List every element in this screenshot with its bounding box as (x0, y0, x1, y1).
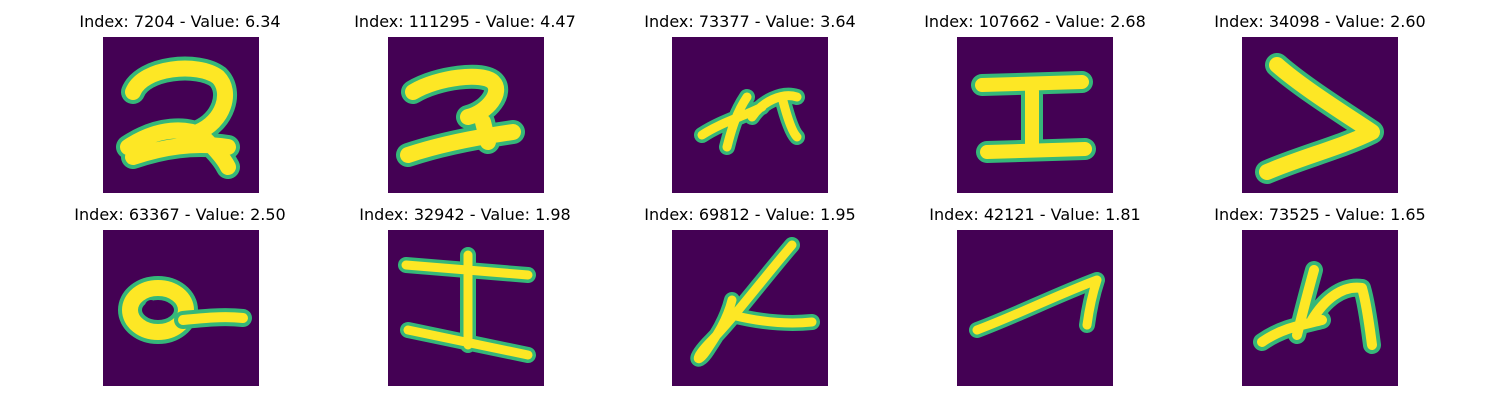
panel-title: Index: 73377 - Value: 3.64 (644, 12, 856, 31)
i-beam-glyph-image (957, 37, 1113, 193)
panel-title: Index: 34098 - Value: 2.60 (1214, 12, 1426, 31)
panel-title: Index: 63367 - Value: 2.50 (74, 205, 286, 224)
panel-title: Index: 111295 - Value: 4.47 (354, 12, 576, 31)
panel-title: Index: 73525 - Value: 1.65 (1214, 205, 1426, 224)
panel-title: Index: 69812 - Value: 1.95 (644, 205, 856, 224)
scribble-n-glyph-image (1242, 230, 1398, 386)
loop-k-glyph-image (672, 230, 828, 386)
panel-title: Index: 7204 - Value: 6.34 (79, 12, 281, 31)
greater-than-glyph-image (1242, 37, 1398, 193)
hook-2-glyph-image (388, 37, 544, 193)
loop-tail-glyph-image (103, 230, 259, 386)
panel-title: Index: 42121 - Value: 1.81 (929, 205, 1141, 224)
check-stroke-glyph-image (957, 230, 1113, 386)
panel-title: Index: 107662 - Value: 2.68 (924, 12, 1146, 31)
scribble-n-glyph-image (672, 37, 828, 193)
i-beam-glyph-image (388, 230, 544, 386)
hook-2-glyph-image (103, 37, 259, 193)
panel-title: Index: 32942 - Value: 1.98 (359, 205, 571, 224)
